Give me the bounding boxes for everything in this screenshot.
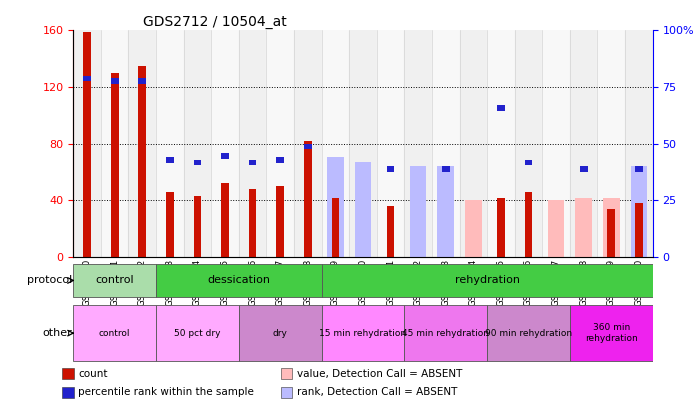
Bar bbox=[322, 30, 349, 257]
Bar bbox=[239, 305, 322, 361]
Bar bbox=[387, 206, 394, 257]
Bar bbox=[377, 30, 404, 257]
Bar bbox=[62, 369, 74, 379]
Bar bbox=[193, 160, 201, 165]
Bar bbox=[432, 30, 459, 257]
Bar bbox=[184, 30, 211, 257]
Bar bbox=[580, 166, 588, 172]
Text: count: count bbox=[78, 369, 107, 379]
Bar bbox=[248, 189, 256, 257]
Text: 90 min rehydration: 90 min rehydration bbox=[485, 328, 572, 338]
Bar bbox=[73, 305, 156, 361]
Text: 50 pct dry: 50 pct dry bbox=[174, 328, 221, 338]
Bar bbox=[211, 30, 239, 257]
Bar bbox=[404, 305, 487, 361]
Bar bbox=[404, 30, 432, 257]
Bar bbox=[438, 200, 454, 257]
Text: rehydration: rehydration bbox=[454, 275, 519, 286]
Text: GDS2712 / 10504_at: GDS2712 / 10504_at bbox=[143, 15, 287, 29]
Bar bbox=[281, 369, 292, 379]
Bar bbox=[514, 30, 542, 257]
Text: control: control bbox=[99, 328, 131, 338]
Bar bbox=[193, 196, 201, 257]
Bar bbox=[83, 32, 91, 257]
Text: value, Detection Call = ABSENT: value, Detection Call = ABSENT bbox=[297, 369, 462, 379]
Bar bbox=[487, 305, 570, 361]
Bar bbox=[73, 30, 101, 257]
Bar bbox=[276, 186, 284, 257]
Bar bbox=[221, 153, 229, 158]
Bar bbox=[156, 30, 184, 257]
Bar bbox=[635, 203, 643, 257]
Bar bbox=[332, 198, 339, 257]
Bar bbox=[525, 160, 533, 165]
Bar bbox=[630, 166, 647, 257]
Bar bbox=[267, 30, 294, 257]
Bar bbox=[548, 200, 565, 257]
Text: 360 min
rehydration: 360 min rehydration bbox=[585, 324, 638, 343]
Bar bbox=[101, 30, 128, 257]
Bar bbox=[322, 305, 404, 361]
Bar bbox=[138, 66, 146, 257]
Bar bbox=[410, 200, 426, 257]
Text: percentile rank within the sample: percentile rank within the sample bbox=[78, 387, 254, 397]
Text: control: control bbox=[96, 275, 134, 286]
Bar bbox=[355, 162, 371, 257]
Bar bbox=[111, 78, 119, 84]
Bar bbox=[603, 198, 620, 257]
Bar bbox=[438, 166, 454, 257]
Bar bbox=[525, 192, 533, 257]
Bar bbox=[156, 305, 239, 361]
Bar bbox=[281, 386, 292, 398]
Text: 45 min rehydration: 45 min rehydration bbox=[402, 328, 489, 338]
Text: protocol: protocol bbox=[27, 275, 72, 285]
Bar bbox=[349, 30, 377, 257]
Bar bbox=[327, 158, 343, 257]
Bar bbox=[248, 160, 256, 165]
Bar bbox=[410, 166, 426, 257]
Bar bbox=[465, 200, 482, 257]
Text: dessication: dessication bbox=[207, 275, 270, 286]
Bar bbox=[497, 198, 505, 257]
Bar bbox=[570, 305, 653, 361]
Bar bbox=[138, 78, 146, 84]
Bar bbox=[304, 141, 311, 257]
Bar bbox=[442, 166, 450, 172]
Bar bbox=[487, 30, 514, 257]
Bar bbox=[387, 166, 394, 172]
Bar bbox=[276, 158, 284, 163]
Bar bbox=[625, 30, 653, 257]
Bar bbox=[635, 166, 643, 172]
Bar bbox=[156, 264, 322, 296]
Bar bbox=[459, 30, 487, 257]
Bar bbox=[166, 192, 174, 257]
Bar bbox=[575, 198, 592, 257]
Bar bbox=[322, 264, 653, 296]
Bar bbox=[73, 264, 156, 296]
Bar bbox=[128, 30, 156, 257]
Bar bbox=[83, 76, 91, 81]
Bar bbox=[570, 30, 597, 257]
Bar bbox=[221, 183, 229, 257]
Bar bbox=[62, 386, 74, 398]
Bar bbox=[597, 30, 625, 257]
Bar bbox=[294, 30, 322, 257]
Bar bbox=[327, 196, 343, 257]
Bar bbox=[355, 198, 371, 257]
Bar bbox=[239, 30, 267, 257]
Bar bbox=[607, 209, 615, 257]
Bar bbox=[542, 30, 570, 257]
Text: 15 min rehydration: 15 min rehydration bbox=[320, 328, 406, 338]
Bar bbox=[497, 105, 505, 111]
Text: dry: dry bbox=[273, 328, 288, 338]
Text: rank, Detection Call = ABSENT: rank, Detection Call = ABSENT bbox=[297, 387, 457, 397]
Bar bbox=[166, 158, 174, 163]
Bar bbox=[111, 73, 119, 257]
Bar bbox=[304, 144, 311, 149]
Text: other: other bbox=[42, 328, 72, 338]
